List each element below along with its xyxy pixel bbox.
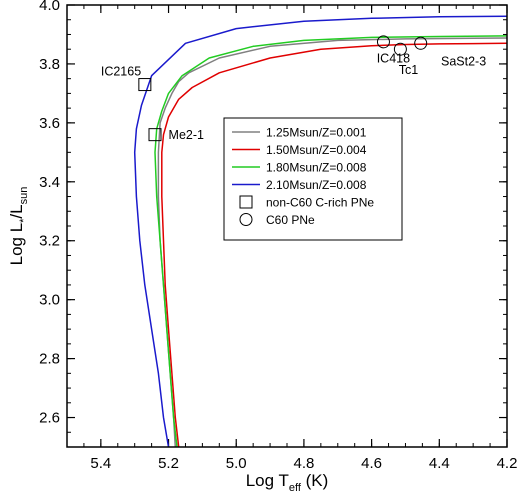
y-tick-label: 3.0: [39, 292, 60, 309]
y-tick-label: 4.0: [39, 0, 60, 14]
series-line-3: [133, 15, 507, 447]
circle-marker: [376, 35, 390, 49]
axes: 5.4 5.2 5.0 4.8 4.6 4.4 4.2 2.6 2.8 3.0 3.2 3.4 3.6 3…: [7, 0, 517, 492]
plot-border: [66, 4, 508, 448]
x-tick-label: 5.2: [158, 455, 179, 472]
y-tick-label: 3.6: [39, 115, 60, 132]
circle-marker: [414, 36, 428, 50]
x-tick-label: 5.0: [226, 455, 247, 472]
series-lines: [133, 15, 507, 447]
x-tick-label: 4.4: [429, 455, 450, 472]
x-tick-label: 5.4: [90, 455, 111, 472]
legend-label: 1.80Msun/Z=0.008: [266, 161, 367, 175]
x-tick-label: 4.8: [293, 455, 314, 472]
x-tick-label: 4.6: [361, 455, 382, 472]
legend-box: [223, 117, 403, 241]
series-line-2: [154, 35, 507, 447]
legend-label: 2.10Msun/Z=0.008: [266, 178, 367, 192]
plot-frame: [66, 4, 508, 448]
legend-label: 1.50Msun/Z=0.004: [266, 143, 367, 157]
legend-circle-swatch: [239, 213, 253, 226]
object-label: Tc1: [399, 63, 419, 77]
y-tick-label: 3.2: [39, 233, 60, 250]
square-marker: [148, 128, 162, 142]
series-line-1: [161, 42, 507, 447]
legend-label: non-C60 C-rich PNe: [266, 196, 374, 210]
y-tick-label: 3.4: [39, 174, 60, 191]
y-axis-label-group: Log L*/Lsun: [7, 187, 30, 266]
square-marker: [138, 78, 152, 92]
x-tick-label: 4.2: [497, 455, 518, 472]
legend-label: 1.25Msun/Z=0.001: [266, 126, 367, 140]
object-markers: [138, 35, 428, 142]
object-label: Me2-1: [169, 128, 204, 142]
y-tick-label: 2.6: [39, 410, 60, 427]
series-line-0: [157, 37, 507, 447]
x-axis-label: Log Teff (K): [246, 471, 329, 492]
legend-label: C60 PNe: [266, 213, 315, 227]
legend-square-swatch: [239, 195, 253, 209]
object-label: IC418: [377, 51, 410, 65]
circle-marker: [393, 42, 407, 56]
legend: 1.25Msun/Z=0.001 1.50Msun/Z=0.004 1.80Msun…: [223, 117, 403, 241]
object-label: SaSt2-3: [441, 54, 486, 68]
y-tick-label: 2.8: [39, 351, 60, 368]
y-axis-label: Log L*/Lsun: [7, 187, 30, 266]
y-tick-label: 3.8: [39, 56, 60, 73]
object-label: IC2165: [101, 65, 141, 79]
